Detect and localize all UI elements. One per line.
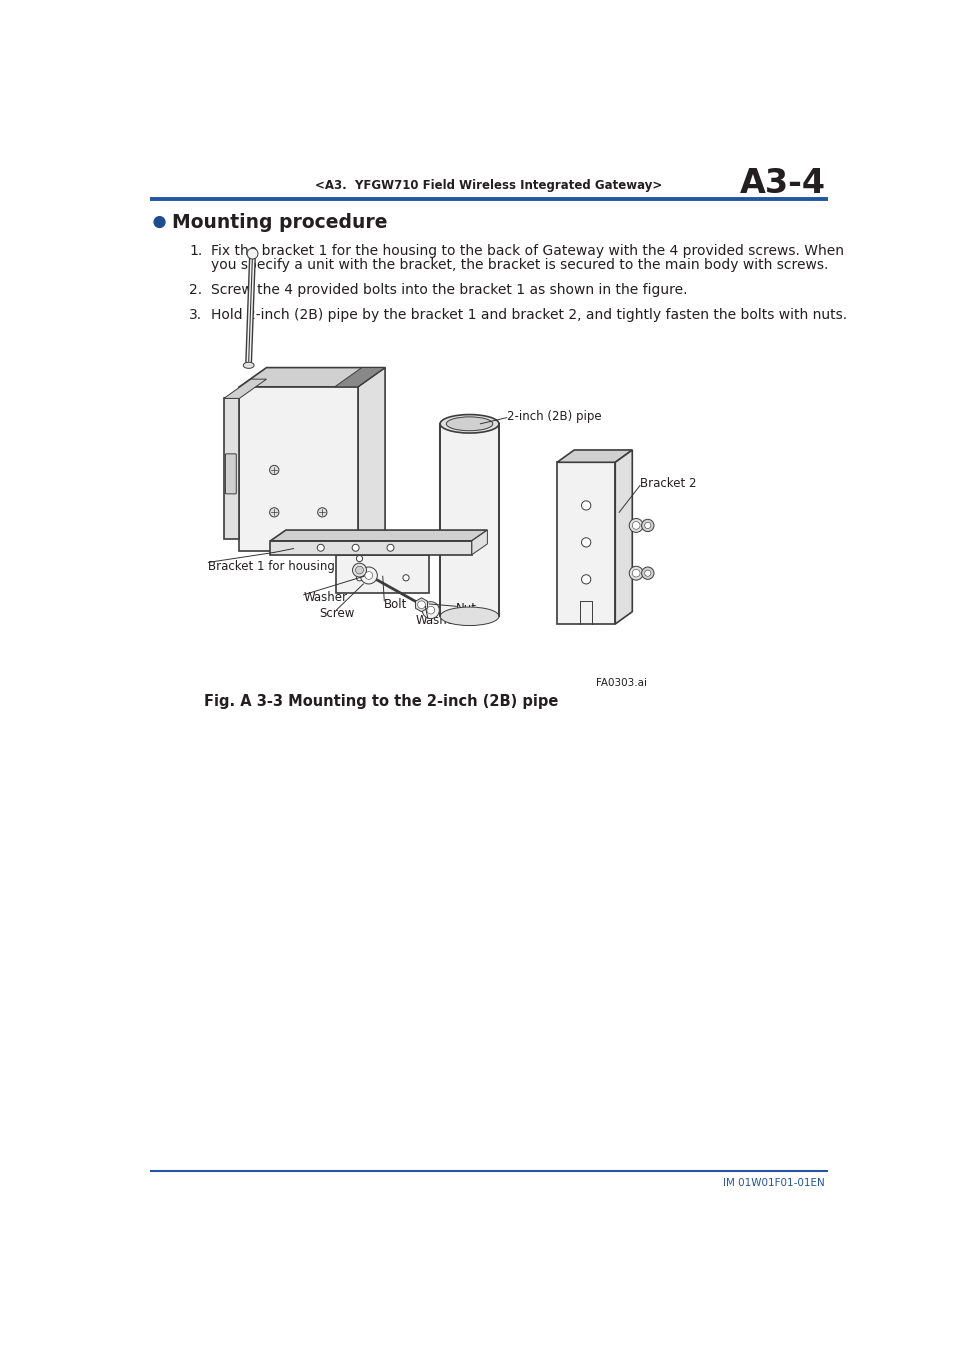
Circle shape <box>417 601 425 609</box>
Text: 1.: 1. <box>189 244 202 258</box>
Polygon shape <box>415 598 427 612</box>
Circle shape <box>629 566 642 580</box>
Circle shape <box>270 508 278 517</box>
Polygon shape <box>557 450 632 462</box>
Circle shape <box>353 563 366 576</box>
Polygon shape <box>270 531 487 541</box>
Circle shape <box>632 570 639 576</box>
Text: Bracket 2: Bracket 2 <box>639 478 696 490</box>
Circle shape <box>644 522 650 528</box>
Circle shape <box>644 570 650 576</box>
Polygon shape <box>239 387 357 551</box>
Ellipse shape <box>243 362 253 369</box>
Text: 3.: 3. <box>189 308 202 321</box>
Text: Washer: Washer <box>415 614 458 626</box>
Text: <A3.  YFGW710 Field Wireless Integrated Gateway>: <A3. YFGW710 Field Wireless Integrated G… <box>315 180 661 192</box>
Polygon shape <box>239 367 385 387</box>
Text: Hold 2-inch (2B) pipe by the bracket 1 and bracket 2, and tightly fasten the bol: Hold 2-inch (2B) pipe by the bracket 1 a… <box>211 308 846 321</box>
Circle shape <box>365 571 373 579</box>
Circle shape <box>317 544 324 551</box>
Text: Mounting procedure: Mounting procedure <box>172 212 387 232</box>
Circle shape <box>154 216 165 227</box>
Text: Bracket 1 for housing: Bracket 1 for housing <box>208 560 335 572</box>
Polygon shape <box>557 462 615 624</box>
Ellipse shape <box>439 608 498 625</box>
Circle shape <box>356 555 362 562</box>
Polygon shape <box>270 541 472 555</box>
Polygon shape <box>615 450 632 624</box>
Text: Fig. A 3-3 Mounting to the 2-inch (2B) pipe: Fig. A 3-3 Mounting to the 2-inch (2B) p… <box>204 694 558 709</box>
Polygon shape <box>472 531 487 555</box>
Polygon shape <box>224 379 266 398</box>
Circle shape <box>641 567 654 579</box>
FancyBboxPatch shape <box>225 454 236 494</box>
Circle shape <box>360 567 377 585</box>
Text: Nut: Nut <box>456 602 476 616</box>
Circle shape <box>355 566 363 574</box>
Circle shape <box>247 248 257 259</box>
Circle shape <box>427 606 435 614</box>
Text: A3-4: A3-4 <box>740 167 825 200</box>
Circle shape <box>317 508 327 517</box>
Circle shape <box>356 575 362 580</box>
Text: IM 01W01F01-01EN: IM 01W01F01-01EN <box>722 1179 823 1188</box>
Circle shape <box>352 544 358 551</box>
Circle shape <box>270 466 278 475</box>
Circle shape <box>402 575 409 580</box>
Polygon shape <box>335 367 385 387</box>
Text: Screw the 4 provided bolts into the bracket 1 as shown in the figure.: Screw the 4 provided bolts into the brac… <box>211 284 686 297</box>
Polygon shape <box>335 555 429 593</box>
Circle shape <box>581 501 590 510</box>
Ellipse shape <box>446 417 493 431</box>
Circle shape <box>387 544 394 551</box>
Circle shape <box>422 602 439 618</box>
Polygon shape <box>224 398 239 539</box>
Ellipse shape <box>439 414 498 433</box>
Circle shape <box>641 520 654 532</box>
Text: Fix the bracket 1 for the housing to the back of Gateway with the 4 provided scr: Fix the bracket 1 for the housing to the… <box>211 244 842 258</box>
Text: 2-inch (2B) pipe: 2-inch (2B) pipe <box>506 409 600 423</box>
Circle shape <box>581 537 590 547</box>
Text: Washer: Washer <box>303 591 347 605</box>
Circle shape <box>581 575 590 585</box>
Text: Bolt: Bolt <box>384 598 407 612</box>
Text: 2.: 2. <box>189 284 202 297</box>
Polygon shape <box>357 367 385 551</box>
Text: you specify a unit with the bracket, the bracket is secured to the main body wit: you specify a unit with the bracket, the… <box>211 258 827 273</box>
Text: Screw: Screw <box>319 608 355 621</box>
Circle shape <box>629 518 642 532</box>
Circle shape <box>632 521 639 529</box>
Bar <box>439 424 498 617</box>
Polygon shape <box>335 544 444 555</box>
Text: FA0303.ai: FA0303.ai <box>596 678 646 687</box>
